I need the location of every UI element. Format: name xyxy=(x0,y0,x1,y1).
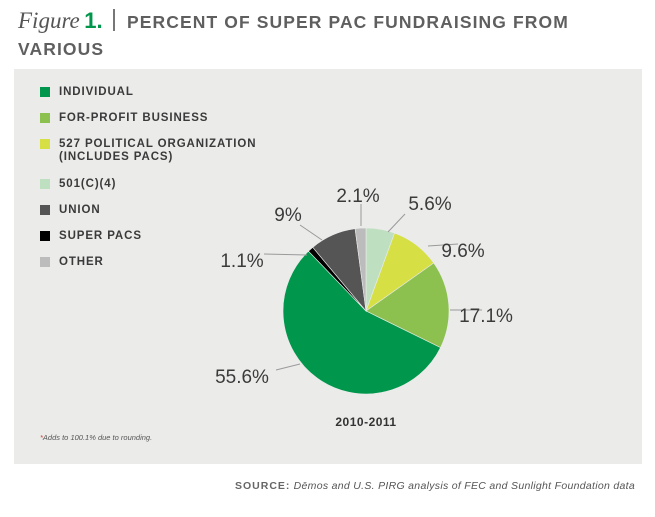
legend-item-501c4: 501(C)(4) xyxy=(40,178,300,191)
legend-item-super-pacs: SUPER PACS xyxy=(40,230,300,243)
pie-data-labels: 5.6% 9.6% 17.1% 55.6% 1.1% 9% 2.1% xyxy=(215,186,513,388)
pie-slice-for-profit-business xyxy=(365,262,450,349)
figure-word: Figure xyxy=(18,8,80,33)
title-divider xyxy=(113,9,115,31)
pie-data-label: 9% xyxy=(274,205,302,226)
footnote-asterisk: * xyxy=(40,433,43,442)
legend-label: INDIVIDUAL xyxy=(59,86,134,98)
leader-line xyxy=(263,253,308,256)
legend-swatch xyxy=(40,87,50,97)
leader-line xyxy=(427,243,459,247)
source-line: SOURCE: Dēmos and U.S. PIRG analysis of … xyxy=(235,480,635,492)
legend-item-527-political-organization: 527 POLITICAL ORGANIZATION (INCLUDES PAC… xyxy=(40,138,300,164)
legend-swatch xyxy=(40,113,50,123)
pie-data-label: 2.1% xyxy=(336,186,379,207)
source-text: Dēmos and U.S. PIRG analysis of FEC and … xyxy=(293,480,635,492)
legend-item-other: OTHER xyxy=(40,256,300,269)
pie-data-label: 1.1% xyxy=(220,251,263,272)
title-line-1: PERCENT OF SUPER PAC FUNDRAISING FROM VA… xyxy=(18,12,569,59)
figure-number: 1. xyxy=(84,8,103,33)
legend-label: FOR-PROFIT BUSINESS xyxy=(59,112,209,124)
legend-label: 527 POLITICAL ORGANIZATION (INCLUDES PAC… xyxy=(59,138,257,163)
pie-data-label: 55.6% xyxy=(215,367,269,388)
pie-data-label: 17.1% xyxy=(459,306,513,327)
legend-swatch xyxy=(40,231,50,241)
footnote: *Adds to 100.1% due to rounding. xyxy=(40,433,152,442)
legend-item-union: UNION xyxy=(40,204,300,217)
pie-data-label: 9.6% xyxy=(441,241,484,262)
legend-item-individual: INDIVIDUAL xyxy=(40,86,300,99)
legend-swatch xyxy=(40,139,50,149)
leader-line xyxy=(275,363,301,371)
legend-swatch xyxy=(40,179,50,189)
leader-line xyxy=(299,224,323,241)
leader-line xyxy=(387,213,406,233)
legend-swatch xyxy=(40,257,50,267)
pie-leader-lines xyxy=(263,204,482,371)
legend-label: OTHER xyxy=(59,256,104,268)
pie-slice-other xyxy=(354,227,367,312)
legend-label: 501(C)(4) xyxy=(59,178,117,190)
pie-slices xyxy=(282,227,450,395)
footnote-text: Adds to 100.1% due to rounding. xyxy=(42,433,153,442)
legend-swatch xyxy=(40,205,50,215)
source-label: SOURCE: xyxy=(234,480,291,492)
pie-data-label: 5.6% xyxy=(408,194,451,215)
pie-axis-label: 2010-2011 xyxy=(335,415,396,429)
pie-slice-individual xyxy=(282,250,441,395)
legend-label: UNION xyxy=(59,204,101,216)
legend-label: SUPER PACS xyxy=(59,230,142,242)
legend-item-for-profit-business: FOR-PROFIT BUSINESS xyxy=(40,112,300,125)
